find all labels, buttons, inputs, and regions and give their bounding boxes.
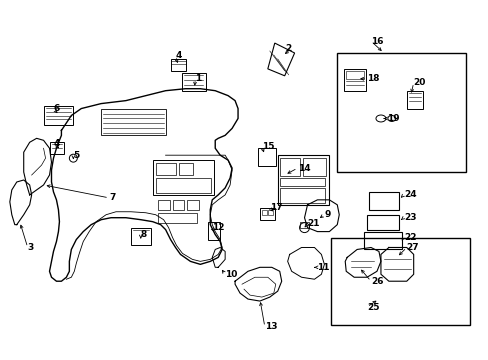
Text: 4: 4 bbox=[175, 51, 182, 60]
Bar bbox=[170, 59, 186, 71]
Bar bbox=[331, 238, 469, 325]
Bar bbox=[155, 163, 175, 175]
Text: 4: 4 bbox=[53, 139, 60, 148]
Text: 22: 22 bbox=[403, 233, 415, 242]
Text: 21: 21 bbox=[307, 219, 319, 228]
Bar bbox=[187, 200, 199, 210]
Text: 19: 19 bbox=[386, 114, 399, 123]
Bar bbox=[279, 178, 325, 186]
Bar bbox=[172, 200, 184, 210]
Bar bbox=[259, 208, 274, 220]
Text: 2: 2 bbox=[285, 44, 291, 53]
Bar bbox=[152, 160, 214, 195]
Text: 15: 15 bbox=[262, 142, 274, 151]
Bar bbox=[267, 210, 272, 215]
Polygon shape bbox=[267, 43, 294, 76]
Bar bbox=[208, 222, 220, 239]
Text: 18: 18 bbox=[366, 74, 379, 83]
Text: 25: 25 bbox=[366, 302, 379, 311]
Text: 9: 9 bbox=[324, 210, 330, 219]
Text: 17: 17 bbox=[269, 203, 282, 212]
Bar bbox=[368, 192, 398, 210]
Bar bbox=[101, 109, 165, 135]
Bar bbox=[131, 228, 150, 246]
Bar bbox=[346, 71, 364, 79]
Bar bbox=[182, 73, 206, 91]
Text: 5: 5 bbox=[73, 151, 80, 160]
Bar bbox=[178, 163, 193, 175]
Bar bbox=[43, 105, 73, 125]
Bar bbox=[364, 231, 401, 249]
Bar bbox=[155, 178, 211, 193]
Text: 16: 16 bbox=[370, 37, 383, 46]
Bar bbox=[337, 53, 466, 172]
Text: 11: 11 bbox=[317, 263, 329, 272]
Bar bbox=[257, 148, 275, 166]
Text: 8: 8 bbox=[141, 230, 147, 239]
Bar bbox=[277, 155, 328, 205]
Text: 10: 10 bbox=[224, 270, 237, 279]
Bar bbox=[157, 200, 169, 210]
Bar bbox=[262, 210, 266, 215]
Text: 27: 27 bbox=[406, 243, 419, 252]
Text: 26: 26 bbox=[370, 277, 383, 286]
Text: 6: 6 bbox=[53, 104, 60, 113]
Bar bbox=[279, 158, 299, 176]
Text: 24: 24 bbox=[403, 190, 416, 199]
Bar bbox=[49, 142, 64, 154]
Text: 13: 13 bbox=[264, 322, 277, 331]
Bar bbox=[406, 91, 422, 109]
Text: 14: 14 bbox=[297, 163, 309, 172]
Text: 23: 23 bbox=[403, 213, 415, 222]
Text: 1: 1 bbox=[195, 74, 201, 83]
Text: 20: 20 bbox=[413, 78, 425, 87]
Bar bbox=[302, 158, 325, 176]
Text: 7: 7 bbox=[109, 193, 115, 202]
Text: 3: 3 bbox=[28, 243, 34, 252]
Bar bbox=[279, 188, 325, 203]
Bar bbox=[366, 215, 398, 230]
Bar bbox=[344, 69, 366, 91]
Bar bbox=[299, 222, 309, 228]
Text: 12: 12 bbox=[212, 223, 224, 232]
Bar bbox=[157, 213, 197, 223]
